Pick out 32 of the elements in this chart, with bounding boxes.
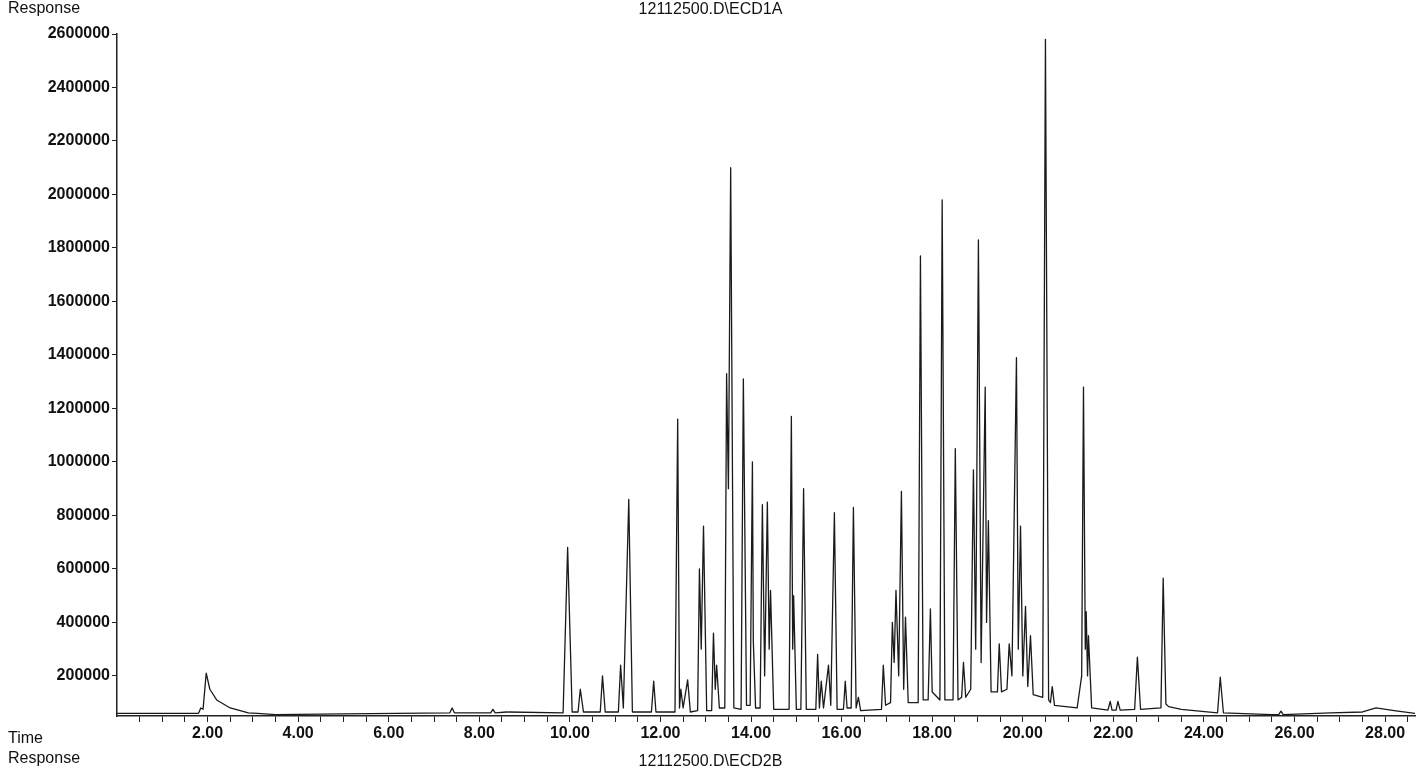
x-tick-label: 10.00 [549, 724, 591, 742]
y-tick-label: 1600000 [47, 291, 111, 309]
x-tick-label: 8.00 [463, 724, 495, 742]
chart-title: 12112500.D\ECD1A [638, 0, 783, 17]
x-axis-title: Time [8, 729, 43, 747]
x-tick-label: 26.00 [1274, 724, 1315, 742]
y-tick-label: 1800000 [47, 238, 111, 256]
x-tick-label: 4.00 [282, 724, 314, 742]
x-tick-label: 16.00 [821, 724, 862, 742]
y-tick-label: 2400000 [47, 77, 111, 95]
y-tick-label: 800000 [56, 505, 111, 523]
y-tick-label: 1000000 [47, 452, 111, 470]
y-tick-label: 2600000 [47, 24, 111, 42]
y-tick-label: 2000000 [47, 184, 111, 202]
x-tick-label: 20.00 [1002, 724, 1043, 742]
y-tick-label: 2200000 [47, 131, 111, 149]
x-tick-label: 6.00 [373, 724, 405, 742]
x-tick-label: 18.00 [912, 724, 953, 742]
y-axis-title: Response [8, 0, 81, 17]
x-tick-label: 14.00 [731, 724, 772, 742]
y-tick-label: 200000 [56, 666, 111, 684]
text: Response [8, 749, 81, 767]
y-tick-label: 1400000 [47, 345, 111, 363]
x-tick-label: 2.00 [192, 724, 224, 742]
x-tick-label: 28.00 [1365, 724, 1406, 742]
y-tick-label: 1200000 [47, 398, 111, 416]
y-tick-label: 600000 [56, 559, 111, 577]
x-tick-label: 24.00 [1183, 724, 1225, 742]
text: 12112500.D\ECD2B [638, 752, 783, 769]
x-tick-label: 12.00 [640, 724, 681, 742]
x-tick-label: 22.00 [1093, 724, 1134, 742]
y-tick-label: 400000 [56, 612, 111, 630]
